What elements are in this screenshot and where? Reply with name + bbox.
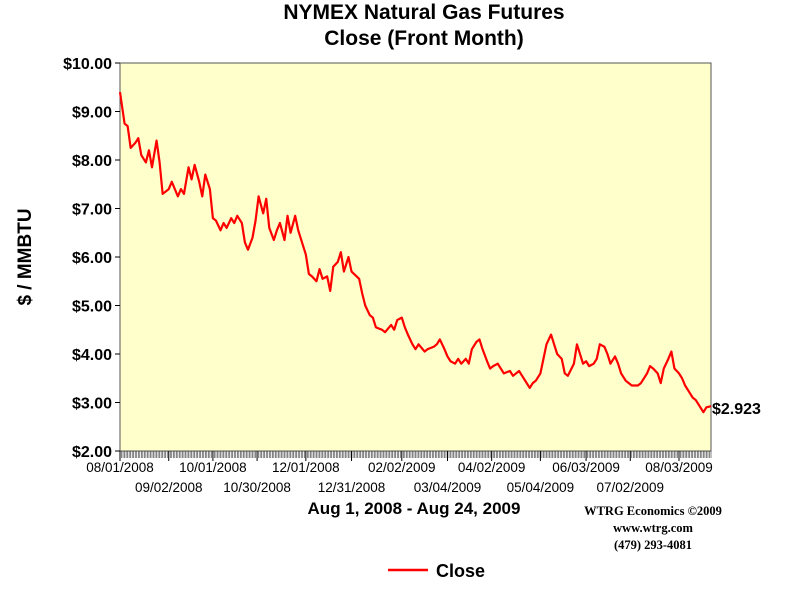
legend: Close <box>388 561 485 581</box>
y-tick-label: $7.00 <box>72 202 112 219</box>
x-tick-label: 08/03/2009 <box>645 460 713 475</box>
x-tick-label: 08/01/2008 <box>86 460 154 475</box>
y-axis-label: $ / MMBTU <box>15 208 36 305</box>
x-axis: 08/01/2008 09/02/2008 10/01/2008 10/30/2008… <box>86 451 713 495</box>
chart-title: NYMEX Natural Gas Futures <box>283 1 564 24</box>
x-tick-label: 02/02/2009 <box>368 460 436 475</box>
credit-line-1: WTRG Economics ©2009 <box>584 504 722 518</box>
x-tick-label: 10/01/2008 <box>179 460 247 475</box>
plot-area <box>119 62 712 452</box>
series-line-close <box>118 91 712 414</box>
y-tick-label: $5.00 <box>72 299 112 316</box>
y-tick-label: $2.00 <box>72 444 112 461</box>
x-tick-label: 12/01/2008 <box>272 460 340 475</box>
y-tick-label: $10.00 <box>63 56 112 73</box>
x-tick-label: 05/04/2009 <box>507 480 575 495</box>
y-tick-label: $8.00 <box>72 153 112 170</box>
y-tick-label: $4.00 <box>72 347 112 364</box>
last-value-label: $2.923 <box>712 401 761 418</box>
x-tick-label: 12/31/2008 <box>318 480 386 495</box>
x-tick-label: 04/02/2009 <box>458 460 526 475</box>
x-tick-label: 10/30/2008 <box>223 480 291 495</box>
x-minor-ticks <box>119 451 712 458</box>
x-axis-label: Aug 1, 2008 - Aug 24, 2009 <box>308 499 521 518</box>
legend-label-close: Close <box>436 561 485 581</box>
y-tick-label: $6.00 <box>72 250 112 267</box>
x-tick-label: 03/04/2009 <box>414 480 482 495</box>
x-tick-label: 06/03/2009 <box>552 460 620 475</box>
y-axis: $2.00 $3.00 $4.00 $5.00 $6.00 $7.00 $8.00 $9.00… <box>63 56 120 461</box>
y-tick-label: $9.00 <box>72 105 112 122</box>
x-tick-label: 07/02/2009 <box>596 480 664 495</box>
series-layer <box>118 91 712 414</box>
y-tick-label: $3.00 <box>72 396 112 413</box>
credit-line-2: www.wtrg.com <box>613 521 693 535</box>
chart-subtitle: Close (Front Month) <box>324 27 523 50</box>
credit-line-3: (479) 293-4081 <box>614 538 692 552</box>
x-tick-label: 09/02/2008 <box>135 480 203 495</box>
